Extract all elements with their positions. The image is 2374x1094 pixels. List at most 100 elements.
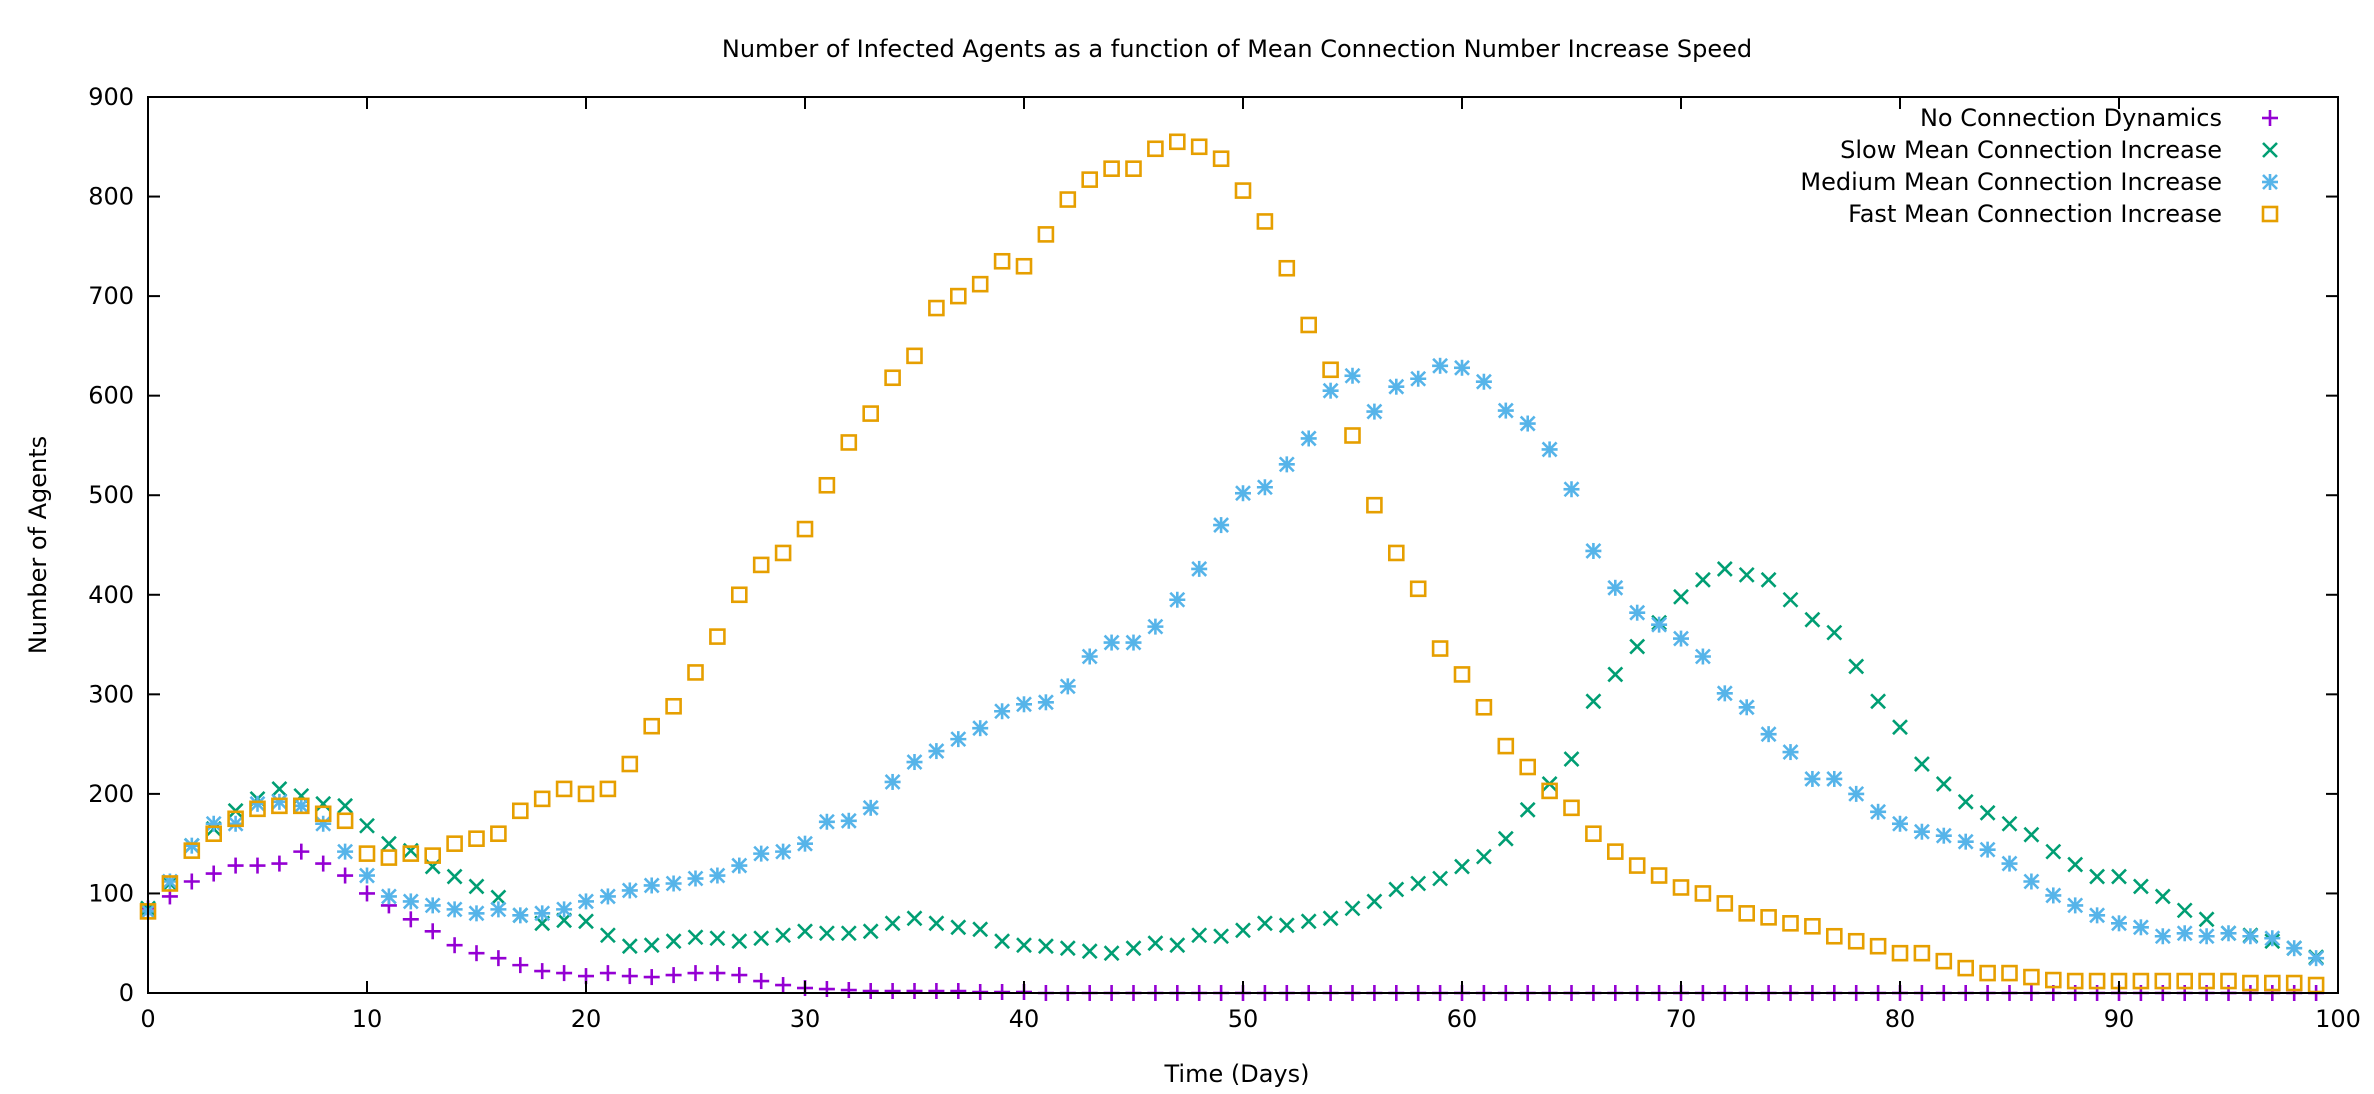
data-point bbox=[2176, 925, 2193, 942]
data-point bbox=[227, 857, 244, 874]
plot-area bbox=[139, 133, 2325, 1001]
data-point bbox=[490, 889, 507, 906]
data-point bbox=[1804, 611, 1821, 628]
data-point bbox=[1979, 804, 1996, 821]
data-point bbox=[1037, 938, 1054, 955]
data-point bbox=[1300, 430, 1317, 447]
x-tick-label: 70 bbox=[1666, 1005, 1697, 1033]
data-point bbox=[380, 835, 397, 852]
data-point bbox=[359, 867, 375, 884]
data-point bbox=[1234, 182, 1252, 199]
data-point bbox=[1694, 571, 1711, 588]
data-point bbox=[337, 867, 354, 884]
data-point bbox=[665, 697, 682, 715]
data-point bbox=[1344, 900, 1361, 917]
x-tick-label: 30 bbox=[790, 1005, 821, 1033]
y-tick-label: 700 bbox=[88, 282, 134, 310]
data-point bbox=[1607, 666, 1624, 683]
data-point bbox=[1103, 945, 1120, 962]
data-point bbox=[1650, 867, 1668, 884]
data-point bbox=[643, 717, 661, 735]
data-point bbox=[1081, 171, 1098, 188]
data-point bbox=[1673, 630, 1689, 647]
data-point bbox=[2242, 928, 2259, 945]
data-point bbox=[1979, 841, 1996, 858]
data-point bbox=[555, 780, 573, 798]
data-point bbox=[205, 815, 222, 832]
data-point bbox=[1059, 678, 1076, 695]
data-point bbox=[687, 929, 704, 946]
data-point bbox=[1410, 370, 1427, 387]
data-point bbox=[775, 977, 792, 994]
data-point bbox=[2285, 974, 2303, 992]
data-point bbox=[621, 968, 638, 985]
data-point bbox=[2286, 940, 2303, 957]
data-point bbox=[359, 817, 375, 834]
data-point bbox=[1432, 357, 1449, 374]
data-point bbox=[534, 963, 551, 980]
data-point bbox=[1892, 815, 1908, 832]
data-point bbox=[380, 888, 397, 905]
data-point bbox=[731, 857, 748, 874]
legend-marker bbox=[2261, 205, 2279, 223]
data-point bbox=[358, 845, 376, 862]
data-point bbox=[730, 586, 748, 604]
data-point bbox=[2023, 826, 2040, 843]
x-axis-label: Time (Days) bbox=[1164, 1060, 1310, 1088]
data-point bbox=[1081, 943, 1098, 960]
data-point bbox=[709, 965, 726, 982]
data-point bbox=[621, 755, 639, 773]
data-point bbox=[402, 845, 420, 862]
data-point bbox=[1147, 935, 1164, 952]
data-point bbox=[577, 785, 595, 803]
axis-ticks: 0 10 20 30 40 50 60 70 80 90 100 0 100 200 300 400 500 60… bbox=[88, 83, 2361, 1033]
data-point bbox=[797, 835, 813, 852]
data-point bbox=[1169, 133, 1186, 151]
data-point bbox=[1103, 160, 1120, 177]
data-point bbox=[1913, 944, 1931, 962]
data-point bbox=[490, 825, 507, 843]
data-point bbox=[643, 937, 660, 954]
data-point bbox=[1256, 915, 1273, 932]
data-point bbox=[1979, 964, 1996, 982]
data-point bbox=[1125, 940, 1142, 957]
data-point bbox=[1629, 638, 1646, 655]
data-point bbox=[928, 299, 945, 317]
data-point bbox=[1870, 803, 1887, 820]
data-point bbox=[161, 875, 179, 892]
data-point bbox=[293, 843, 310, 860]
data-point bbox=[424, 923, 441, 940]
y-tick-label: 900 bbox=[88, 83, 134, 111]
data-point bbox=[315, 855, 332, 872]
data-point bbox=[621, 882, 638, 899]
data-point bbox=[402, 893, 419, 910]
data-point bbox=[183, 842, 201, 859]
data-point bbox=[556, 965, 573, 982]
data-point bbox=[709, 930, 726, 947]
data-point bbox=[949, 287, 967, 305]
legend-marker bbox=[2262, 174, 2278, 190]
data-point bbox=[840, 925, 857, 942]
data-point bbox=[2045, 843, 2062, 860]
data-point bbox=[993, 252, 1011, 270]
data-point bbox=[753, 973, 770, 990]
data-point bbox=[1607, 843, 1624, 860]
data-point bbox=[402, 911, 419, 928]
data-point bbox=[687, 965, 704, 982]
data-point bbox=[1760, 726, 1777, 743]
data-point bbox=[665, 933, 682, 950]
data-point bbox=[2132, 878, 2149, 895]
data-point bbox=[336, 812, 354, 830]
data-point bbox=[490, 901, 507, 918]
data-point bbox=[2089, 868, 2106, 885]
data-point bbox=[249, 800, 266, 818]
data-point bbox=[1300, 316, 1317, 334]
data-point bbox=[468, 905, 485, 922]
data-point bbox=[271, 797, 288, 815]
x-tick-label: 90 bbox=[2104, 1005, 2135, 1033]
data-point bbox=[972, 921, 989, 938]
data-point bbox=[1738, 699, 1755, 716]
series-0 bbox=[140, 843, 2325, 1001]
data-point bbox=[687, 870, 704, 887]
